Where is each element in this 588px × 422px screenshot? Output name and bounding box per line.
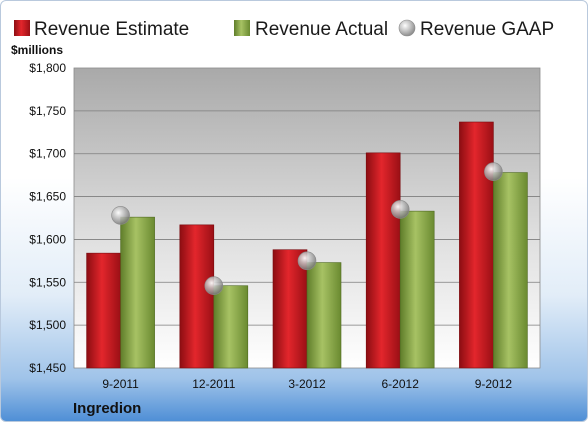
x-tick-label: 12-2011 bbox=[192, 377, 235, 391]
gaap-markers bbox=[111, 162, 503, 296]
bar-revenue-actual bbox=[306, 262, 342, 369]
x-tick-label: 9-2011 bbox=[102, 377, 139, 391]
bar-revenue-estimate bbox=[272, 249, 308, 369]
legend-label-revenue-actual: Revenue Actual bbox=[255, 19, 388, 40]
y-axis-unit-label: $millions bbox=[11, 43, 63, 57]
y-tick-label: $1,700 bbox=[29, 147, 66, 161]
x-tick-label: 9-2012 bbox=[475, 377, 513, 391]
legend-swatch-revenue-estimate bbox=[14, 20, 30, 36]
company-name: Ingredion bbox=[73, 400, 141, 417]
x-axis-ticks: 9-2011 12-2011 3-2012 6-2012 9-2012 bbox=[102, 377, 512, 391]
marker-revenue-gaap bbox=[111, 206, 130, 225]
x-tick-label: 6-2012 bbox=[382, 377, 420, 391]
bar-revenue-estimate bbox=[459, 121, 494, 369]
y-tick-label: $1,650 bbox=[29, 190, 66, 204]
y-tick-label: $1,450 bbox=[29, 361, 66, 375]
legend: Revenue Estimate Revenue Actual Revenue … bbox=[14, 19, 554, 40]
y-tick-label: $1,750 bbox=[29, 104, 66, 118]
bar-revenue-estimate bbox=[179, 224, 215, 369]
y-tick-label: $1,500 bbox=[29, 318, 66, 332]
marker-revenue-gaap bbox=[484, 162, 503, 182]
bar-revenue-estimate bbox=[365, 152, 401, 369]
y-axis-ticks: $1,450 $1,500 $1,550 $1,600 $1,650 $1,700 $1,7… bbox=[29, 61, 66, 375]
bar-revenue-actual bbox=[120, 216, 155, 369]
bars bbox=[86, 121, 528, 369]
y-tick-label: $1,600 bbox=[29, 232, 66, 246]
bar-revenue-actual bbox=[213, 285, 249, 369]
legend-label-revenue-gaap: Revenue GAAP bbox=[420, 19, 554, 40]
y-tick-label: $1,800 bbox=[29, 61, 66, 75]
marker-revenue-gaap bbox=[297, 251, 317, 271]
legend-label-revenue-estimate: Revenue Estimate bbox=[34, 19, 189, 40]
bar-revenue-actual bbox=[399, 210, 435, 369]
marker-revenue-gaap bbox=[390, 200, 410, 219]
marker-revenue-gaap bbox=[204, 276, 224, 296]
x-tick-label: 3-2012 bbox=[288, 377, 326, 391]
legend-swatch-revenue-gaap bbox=[398, 19, 416, 37]
legend-swatch-revenue-actual bbox=[234, 20, 250, 36]
y-tick-label: $1,550 bbox=[29, 275, 66, 289]
bar-revenue-estimate bbox=[86, 252, 121, 369]
bar-revenue-actual bbox=[493, 172, 528, 369]
